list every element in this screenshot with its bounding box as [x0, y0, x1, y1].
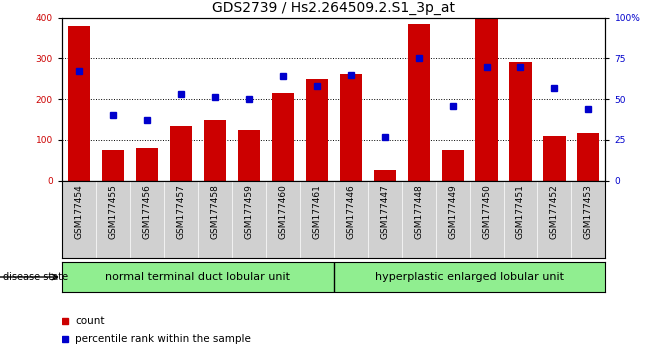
Bar — [102, 150, 124, 181]
Text: GSM177460: GSM177460 — [278, 184, 287, 239]
Text: GSM177456: GSM177456 — [143, 184, 151, 239]
Bar — [68, 26, 90, 181]
Text: GSM177446: GSM177446 — [346, 184, 355, 239]
Text: GSM177450: GSM177450 — [482, 184, 491, 239]
Bar — [271, 93, 294, 181]
Bar — [544, 136, 566, 181]
Text: percentile rank within the sample: percentile rank within the sample — [76, 334, 251, 344]
Text: GSM177449: GSM177449 — [448, 184, 457, 239]
Text: GSM177459: GSM177459 — [244, 184, 253, 239]
Bar — [510, 62, 531, 181]
Text: GSM177453: GSM177453 — [584, 184, 593, 239]
Bar — [238, 130, 260, 181]
Bar — [475, 18, 497, 181]
Text: disease state: disease state — [3, 272, 68, 282]
Text: hyperplastic enlarged lobular unit: hyperplastic enlarged lobular unit — [375, 272, 564, 282]
Bar — [204, 120, 226, 181]
Bar — [136, 148, 158, 181]
Bar — [340, 74, 362, 181]
Text: GSM177461: GSM177461 — [312, 184, 321, 239]
Bar — [374, 170, 396, 181]
Text: GSM177452: GSM177452 — [550, 184, 559, 239]
Bar — [441, 150, 464, 181]
Bar — [170, 126, 192, 181]
Text: count: count — [76, 315, 105, 326]
Text: GSM177454: GSM177454 — [74, 184, 83, 239]
Text: GSM177455: GSM177455 — [108, 184, 117, 239]
Text: GSM177457: GSM177457 — [176, 184, 186, 239]
Bar — [408, 24, 430, 181]
Text: GSM177447: GSM177447 — [380, 184, 389, 239]
Text: normal terminal duct lobular unit: normal terminal duct lobular unit — [105, 272, 290, 282]
Text: GSM177451: GSM177451 — [516, 184, 525, 239]
Bar — [305, 79, 327, 181]
Text: GSM177448: GSM177448 — [414, 184, 423, 239]
Title: GDS2739 / Hs2.264509.2.S1_3p_at: GDS2739 / Hs2.264509.2.S1_3p_at — [212, 1, 455, 15]
Text: GSM177458: GSM177458 — [210, 184, 219, 239]
Bar — [577, 132, 600, 181]
